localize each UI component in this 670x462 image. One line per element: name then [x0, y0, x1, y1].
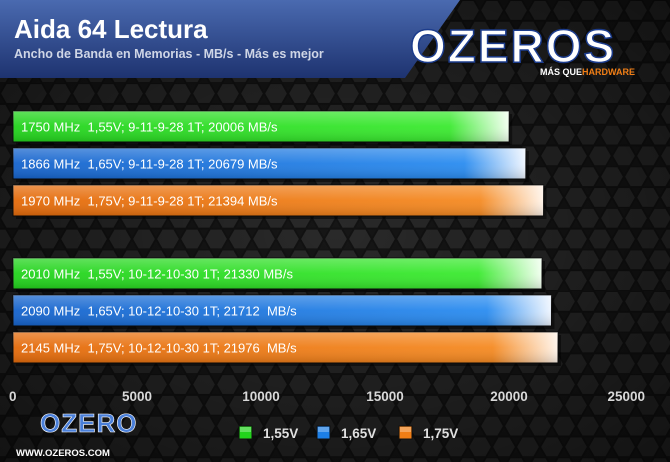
bottom-url-text: WWW.OZEROS.COM — [16, 448, 110, 459]
legend-item-3: 1,75V — [398, 425, 458, 441]
bar-label: 2090 MHz 1,65V; 10-12-10-30 1T; 21712 MB… — [21, 304, 297, 319]
bar-gloss — [13, 295, 552, 326]
legend-swatch-gloss — [318, 427, 329, 432]
legend: 1,55V 1,65V 1,75V — [238, 425, 458, 441]
bar-5: 2090 MHz 1,65V; 10-12-10-30 1T; 21712 MB… — [12, 294, 555, 329]
bar-6: 2145 MHz 1,75V; 10-12-10-30 1T; 21976 MB… — [12, 331, 562, 366]
legend-label: 1,65V — [341, 426, 376, 441]
x-tick-label: 25000 — [607, 389, 645, 404]
legend-swatch — [238, 425, 253, 440]
ozeros-logo: OZEROS MÁS QUE HARDWARE — [409, 19, 635, 77]
bottom-ozeros-logo: OZERO WWW.OZEROS.COM — [16, 408, 137, 459]
bar-gloss — [13, 111, 510, 142]
bar-label: 2145 MHz 1,75V; 10-12-10-30 1T; 21976 MB… — [21, 341, 297, 356]
x-tick-label: 10000 — [242, 389, 280, 404]
legend-item-2: 1,65V — [316, 425, 376, 441]
bottom-logo-text: OZERO — [40, 408, 137, 438]
chart-title: Aida 64 Lectura — [14, 14, 208, 44]
bar-label: 1866 MHz 1,65V; 9-11-9-28 1T; 20679 MB/s — [21, 157, 278, 172]
logo-tagline-suffix: HARDWARE — [582, 67, 635, 77]
bar-label: 1750 MHz 1,55V; 9-11-9-28 1T; 20006 MB/s — [21, 120, 278, 135]
bar-2: 1866 MHz 1,65V; 9-11-9-28 1T; 20679 MB/s — [12, 147, 529, 182]
x-tick-label: 15000 — [366, 389, 404, 404]
legend-swatch-gloss — [400, 427, 411, 432]
legend-label: 1,75V — [423, 426, 458, 441]
x-tick-label: 5000 — [122, 389, 152, 404]
logo-main-text: OZEROS — [410, 20, 616, 72]
legend-swatch-gloss — [240, 427, 251, 432]
bar-gloss — [13, 258, 542, 289]
bar-label: 2010 MHz 1,55V; 10-12-10-30 1T; 21330 MB… — [21, 267, 293, 282]
bars-group: 1750 MHz 1,55V; 9-11-9-28 1T; 20006 MB/s… — [12, 110, 562, 366]
legend-swatch — [398, 425, 413, 440]
chart-subtitle: Ancho de Banda en Memorias - MB/s - Más … — [14, 47, 324, 61]
legend-item-1: 1,55V — [238, 425, 298, 441]
header-band — [0, 0, 460, 78]
x-tick-label: 0 — [9, 389, 17, 404]
bar-gloss — [13, 148, 526, 179]
bar-gloss — [13, 332, 559, 363]
x-tick-label: 20000 — [490, 389, 528, 404]
legend-label: 1,55V — [263, 426, 298, 441]
x-axis-ticks: 0 5000 10000 15000 20000 25000 — [9, 389, 645, 404]
bar-label: 1970 MHz 1,75V; 9-11-9-28 1T; 21394 MB/s — [21, 194, 278, 209]
bar-1: 1750 MHz 1,55V; 9-11-9-28 1T; 20006 MB/s — [12, 110, 513, 145]
bar-4: 2010 MHz 1,55V; 10-12-10-30 1T; 21330 MB… — [12, 257, 545, 292]
bar-gloss — [13, 185, 544, 216]
legend-swatch — [316, 425, 331, 440]
logo-tagline-prefix: MÁS QUE — [540, 67, 582, 77]
bar-3: 1970 MHz 1,75V; 9-11-9-28 1T; 21394 MB/s — [12, 184, 547, 219]
